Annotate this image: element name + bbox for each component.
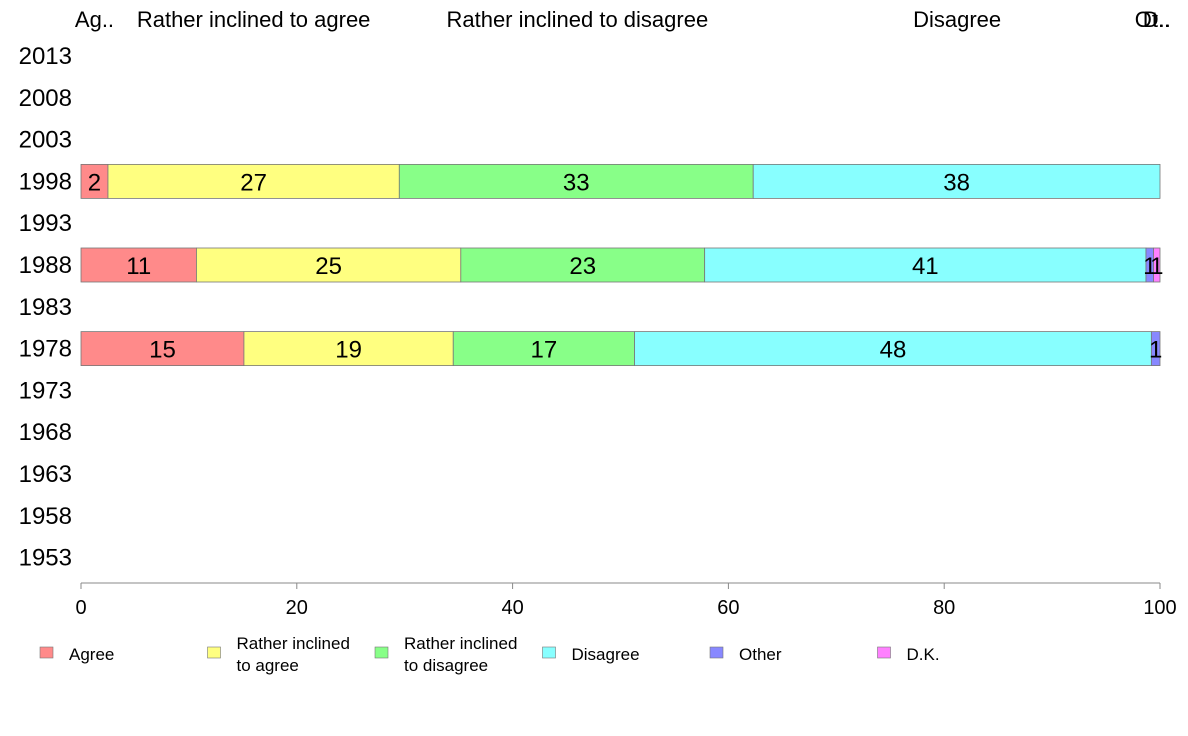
x-tick-label-60: 60	[717, 597, 739, 619]
legend-label-other: Other	[739, 645, 782, 664]
legend-swatch-rather-inclined-to-agree	[207, 646, 221, 659]
bar-segment-1988-agree	[80, 247, 197, 283]
x-tick-label-80: 80	[933, 597, 955, 619]
data-label-1988-disagree: 41	[912, 253, 939, 280]
top-label-ot: Ot..	[1135, 7, 1170, 32]
year-label-1993: 1993	[19, 210, 72, 237]
bar-segment-1978-disagree	[634, 331, 1152, 367]
data-label-1978-other: 1	[1149, 337, 1162, 364]
x-tick-label-40: 40	[501, 597, 523, 619]
year-label-2013: 2013	[19, 43, 72, 70]
data-label-1988-rather-inclined-to-agree: 25	[315, 253, 342, 280]
data-label-1978-agree: 15	[149, 337, 176, 364]
bar-segment-1998-rather-inclined-to-agree	[107, 163, 400, 199]
legend-label-rather-inclined-to-agree: Rather inclined to agree	[237, 634, 350, 675]
data-label-1998-disagree: 38	[943, 169, 970, 196]
top-label-disagree: Disagree	[913, 7, 1001, 32]
legend-label-rather-inclined-to-disagree: Rather inclined to disagree	[404, 634, 517, 675]
top-label-d: D..	[1143, 7, 1171, 32]
year-label-1958: 1958	[19, 503, 72, 530]
bar-segment-1988-disagree	[704, 247, 1147, 283]
data-label-1988-rather-inclined-to-disagree: 23	[569, 253, 596, 280]
legend-label-agree: Agree	[69, 645, 114, 664]
x-tick-label-20: 20	[286, 597, 308, 619]
year-label-1983: 1983	[19, 294, 72, 321]
year-label-1968: 1968	[19, 419, 72, 446]
data-label-1978-disagree: 48	[880, 337, 907, 364]
year-label-1998: 1998	[19, 168, 72, 195]
x-tick-label-100: 100	[1143, 597, 1176, 619]
legend-swatch-other	[709, 646, 724, 659]
bar-segment-1988-rather-inclined-to-disagree	[460, 247, 706, 283]
legend-swatch-rather-inclined-to-disagree	[374, 646, 389, 659]
year-label-1978: 1978	[19, 336, 72, 363]
top-label-rather-inclined-to-disagree: Rather inclined to disagree	[446, 7, 708, 32]
bar-segment-1978-agree	[80, 331, 245, 367]
bar-segment-1988-rather-inclined-to-agree	[196, 247, 462, 283]
bar-segment-1998-disagree	[752, 163, 1161, 199]
bar-segment-1998-rather-inclined-to-disagree	[398, 163, 754, 199]
bar-segment-1978-other	[1150, 331, 1161, 367]
legend-swatch-agree	[39, 646, 54, 659]
data-label-1998-rather-inclined-to-disagree: 33	[563, 169, 590, 196]
x-tick-label-0: 0	[75, 597, 86, 619]
legend-swatch-d-k	[877, 646, 891, 659]
data-label-1988-other: 1	[1143, 253, 1156, 280]
legend-swatch-disagree	[542, 646, 556, 659]
bar-segment-1978-rather-inclined-to-disagree	[452, 331, 635, 367]
year-label-1973: 1973	[19, 377, 72, 404]
legend-label-d-k: D.K.	[907, 645, 940, 664]
year-label-1963: 1963	[19, 461, 72, 488]
year-label-1988: 1988	[19, 252, 72, 279]
data-label-1978-rather-inclined-to-agree: 19	[335, 337, 362, 364]
legend-label-disagree: Disagree	[572, 645, 640, 664]
top-label-rather-inclined-to-agree: Rather inclined to agree	[137, 7, 371, 32]
bar-segment-1998-agree	[80, 163, 109, 199]
year-label-2003: 2003	[19, 127, 72, 154]
data-label-1978-rather-inclined-to-disagree: 17	[531, 337, 558, 364]
data-label-1988-d-k: 1	[1150, 253, 1163, 280]
year-label-2008: 2008	[19, 85, 72, 112]
data-label-1998-agree: 2	[88, 169, 101, 196]
data-label-1988-agree: 11	[126, 253, 151, 280]
data-label-1998-rather-inclined-to-agree: 27	[240, 169, 267, 196]
bar-segment-1988-d-k	[1153, 247, 1161, 283]
top-label-ag: Ag..	[75, 7, 114, 32]
year-label-1953: 1953	[19, 545, 72, 572]
